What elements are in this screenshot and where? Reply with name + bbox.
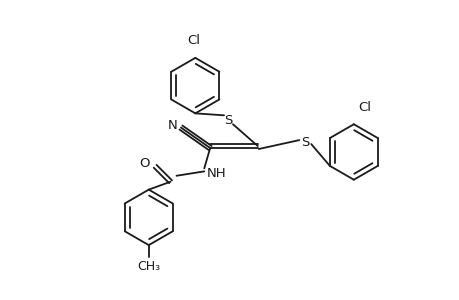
- Text: NH: NH: [207, 167, 226, 180]
- Text: Cl: Cl: [357, 101, 370, 114]
- Text: S: S: [301, 136, 309, 148]
- Text: S: S: [224, 114, 232, 127]
- Text: N: N: [167, 119, 177, 132]
- Text: Cl: Cl: [187, 34, 200, 47]
- Text: O: O: [140, 157, 150, 170]
- Text: CH₃: CH₃: [137, 260, 160, 273]
